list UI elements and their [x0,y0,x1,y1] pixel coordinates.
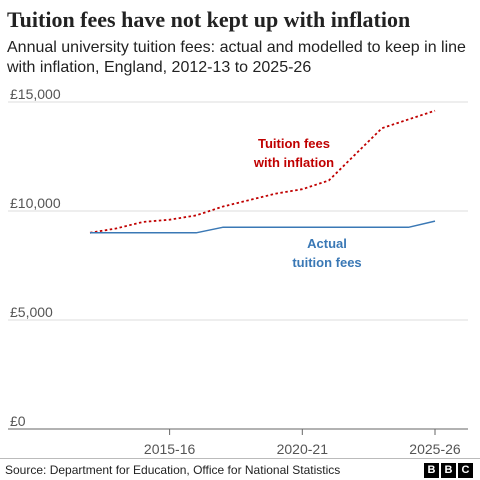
y-tick-label: £15,000 [10,86,61,102]
line-chart: £0 £5,000 £10,000 £15,000 2015-16 2020-21 202… [8,86,468,457]
source-note: Source: Department for Education, Office… [5,463,341,477]
series-line-inflation [89,109,436,234]
logo-letter: B [441,463,456,478]
y-tick-label: £5,000 [10,304,53,320]
x-axis: 2015-16 2020-21 2025-26 [144,429,461,457]
series-label: Actual tuition fees [292,236,361,270]
series-labels: Tuition fees with inflation Actual tuition … [253,136,362,270]
series-line-actual [90,220,436,234]
x-tick-label: 2025-26 [409,441,461,457]
x-tick-label: 2015-16 [144,441,196,457]
x-tick-label: 2020-21 [277,441,329,457]
series-label: Tuition fees with inflation [253,136,334,170]
footer: Source: Department for Education, Office… [0,458,480,480]
chart-title: Tuition fees have not kept up with infla… [7,7,411,32]
y-tick-label: £0 [10,413,26,429]
chart-grid: £0 £5,000 £10,000 £15,000 [8,86,468,430]
chart-subtitle: Annual university tuition fees: actual a… [7,39,466,76]
logo-letter: B [424,463,439,478]
series-layer [89,109,436,234]
logo-letter: C [458,463,473,478]
y-tick-label: £10,000 [10,195,61,211]
bbc-logo: B B C [424,463,473,478]
